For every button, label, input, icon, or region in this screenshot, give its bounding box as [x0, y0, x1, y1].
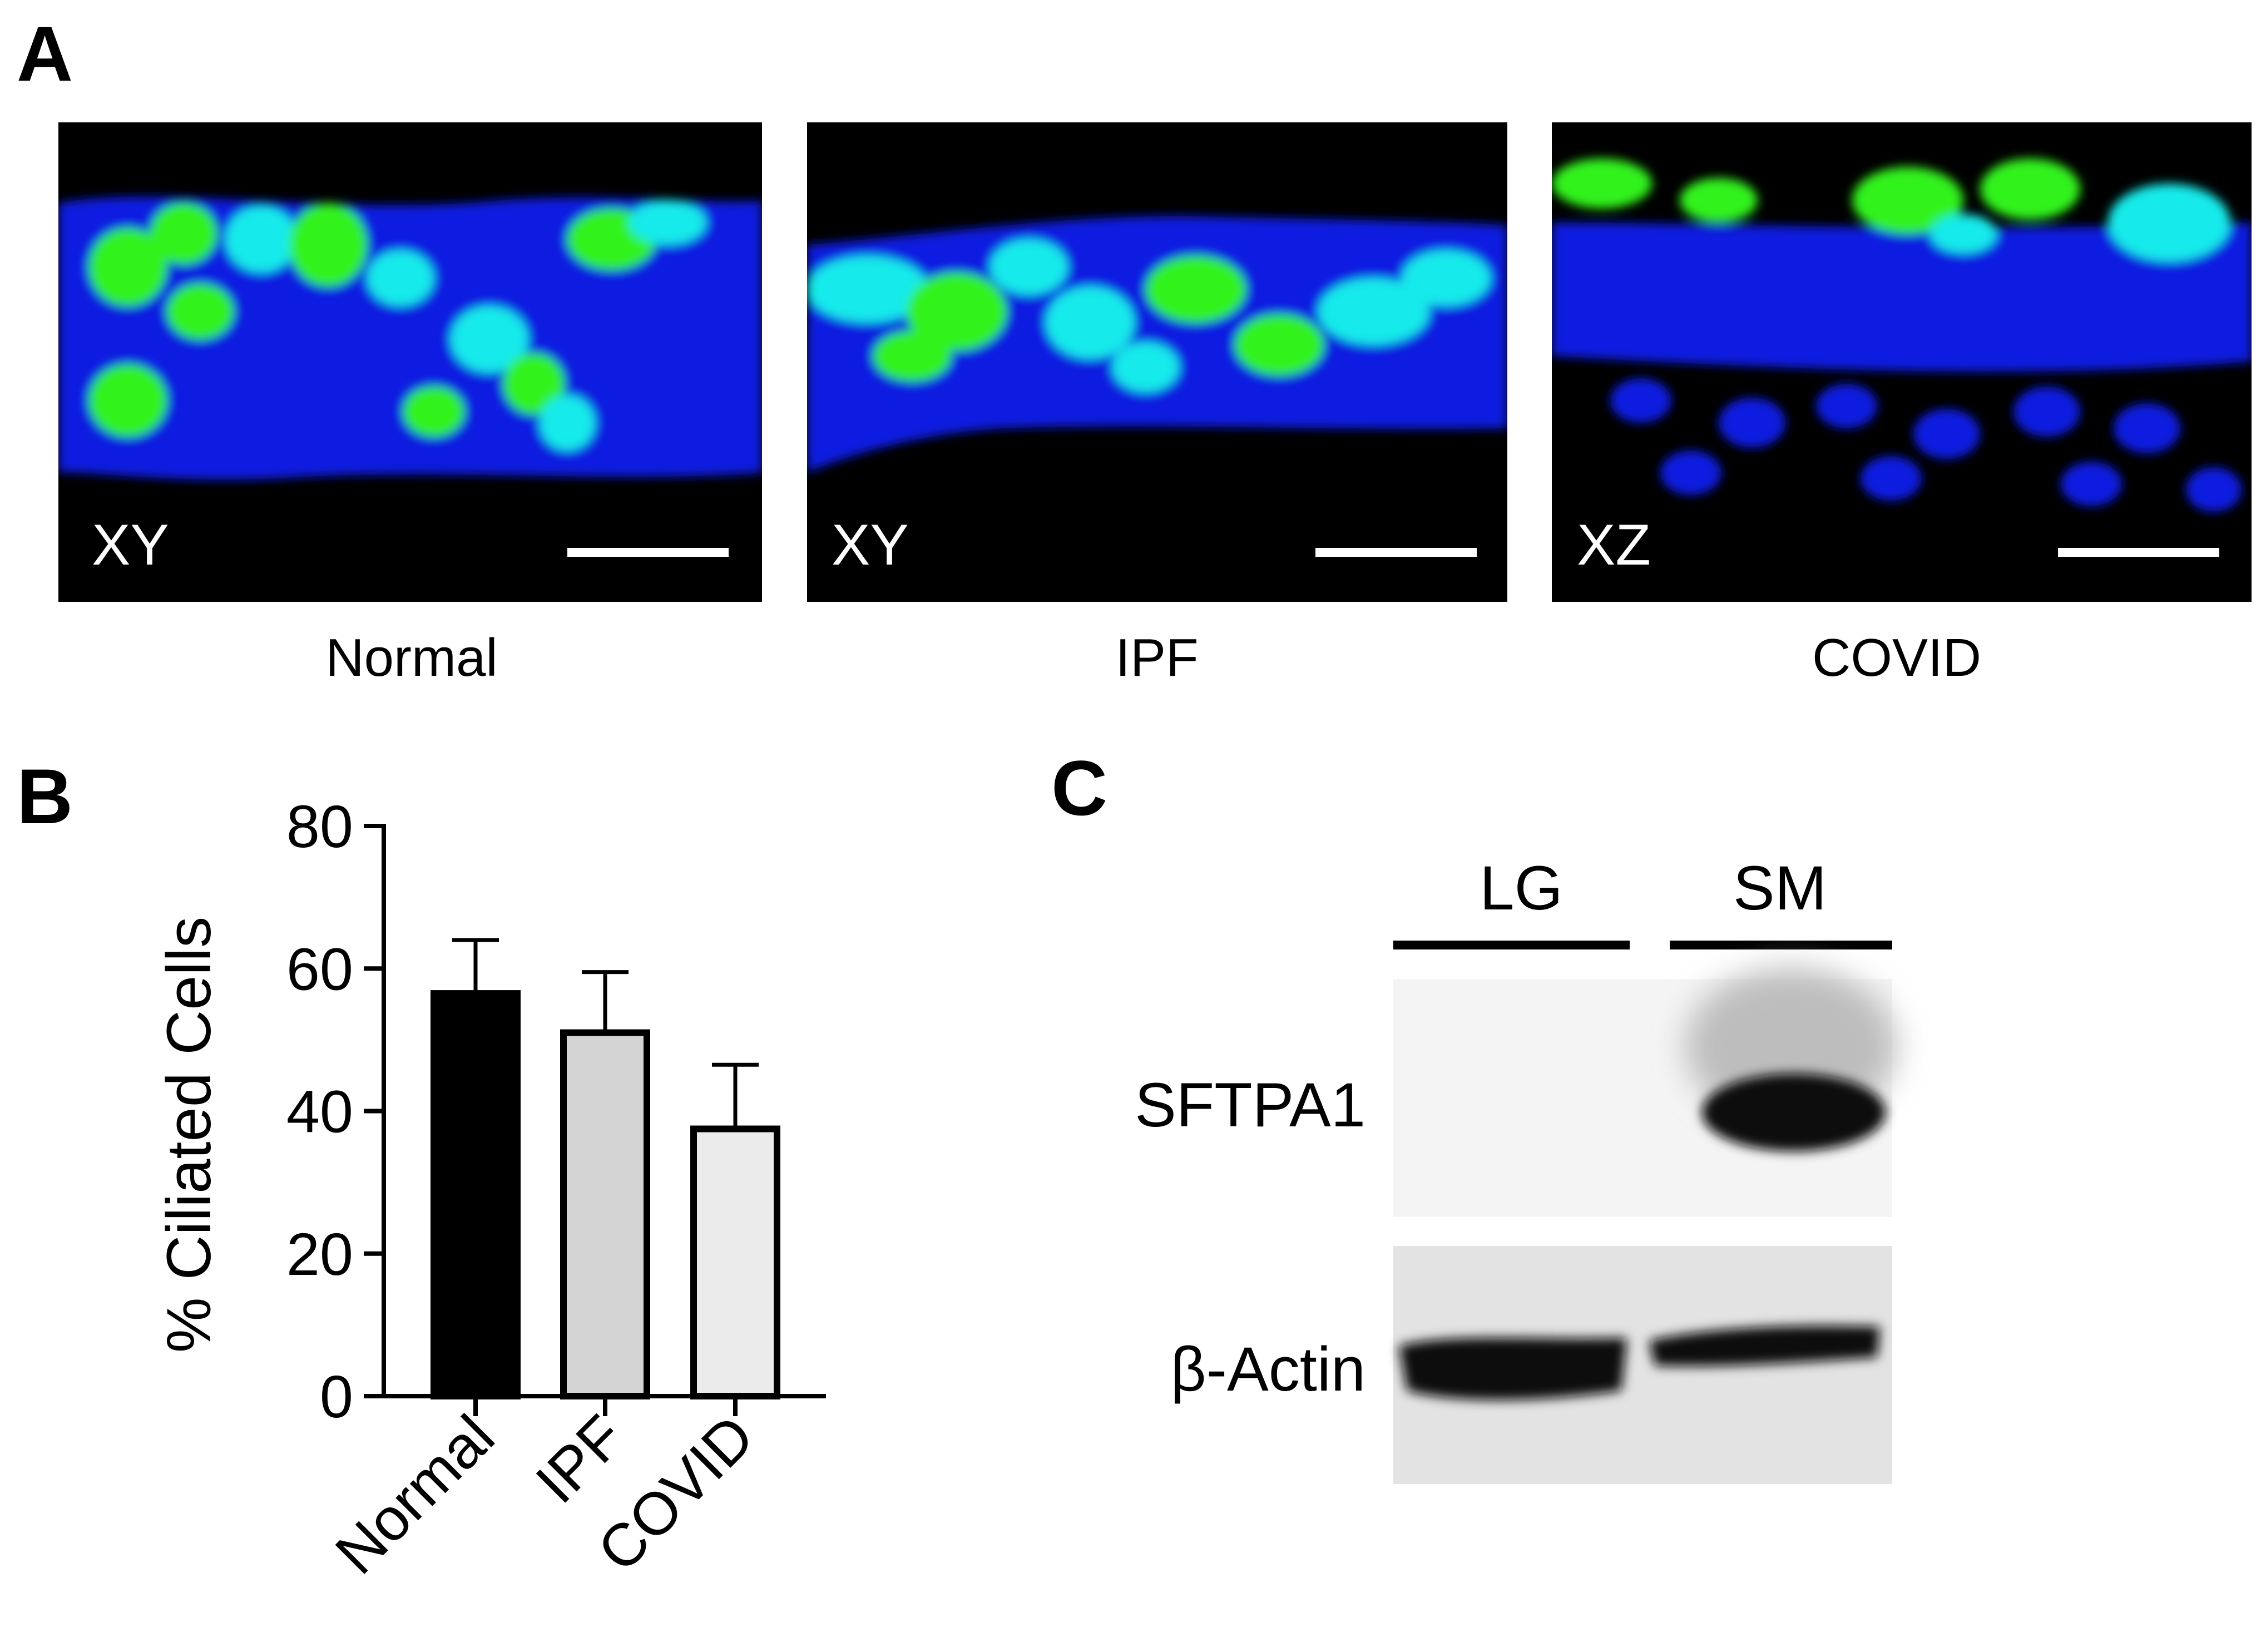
y-tick-label: 40: [286, 1078, 353, 1145]
western-blot: LG SM SFTPA1 β-Actin: [1135, 853, 1897, 1484]
micrograph-caption-normal: Normal: [325, 628, 497, 687]
panel-c-letter: C: [1051, 744, 1107, 832]
cell-layer: [58, 196, 762, 480]
blot-strip-sftpa1: [1393, 968, 1897, 1217]
scale-bar: [1315, 548, 1477, 557]
row-label-sftpa1: SFTPA1: [1135, 1070, 1365, 1140]
scale-bar: [567, 548, 729, 557]
row-label-beta-actin: β-Actin: [1170, 1334, 1365, 1404]
micrograph-normal: XY: [58, 122, 762, 602]
x-tick-label: IPF: [523, 1402, 636, 1516]
bars: [431, 938, 780, 1399]
micrograph-caption-ipf: IPF: [1115, 628, 1198, 687]
panel-a-letter: A: [17, 10, 73, 97]
cell-layer: [1552, 159, 2252, 512]
lane-bar-sm: [1670, 941, 1892, 949]
cell-layer: [807, 216, 1507, 473]
micrograph-ipf: XY: [807, 122, 1507, 602]
y-tick-label: 0: [320, 1363, 353, 1430]
micrograph-caption-covid: COVID: [1812, 628, 1981, 687]
view-label: XY: [832, 513, 909, 577]
view-label: XY: [92, 513, 169, 577]
y-tick-label: 20: [286, 1220, 353, 1288]
micrograph-covid: XZ: [1552, 122, 2252, 602]
y-tick-label: 60: [286, 935, 353, 1002]
lane-label-lg: LG: [1480, 853, 1562, 923]
lane-bar-lg: [1393, 941, 1630, 949]
blot-band: [1649, 1325, 1880, 1367]
bar-covid: [690, 1125, 780, 1399]
y-axis-title: % Ciliated Cells: [154, 917, 224, 1353]
lane-label-sm: SM: [1733, 853, 1827, 923]
view-label: XZ: [1577, 513, 1651, 577]
y-tick-label: 80: [286, 793, 353, 860]
blot-band: [1702, 1074, 1886, 1151]
panel-b-letter: B: [17, 753, 73, 840]
bar-ipf: [560, 1029, 650, 1399]
blot-band: [1399, 1338, 1627, 1400]
bar-normal: [431, 990, 521, 1399]
blot-strip-beta-actin: [1393, 1246, 1892, 1484]
scale-bar: [2058, 548, 2219, 557]
